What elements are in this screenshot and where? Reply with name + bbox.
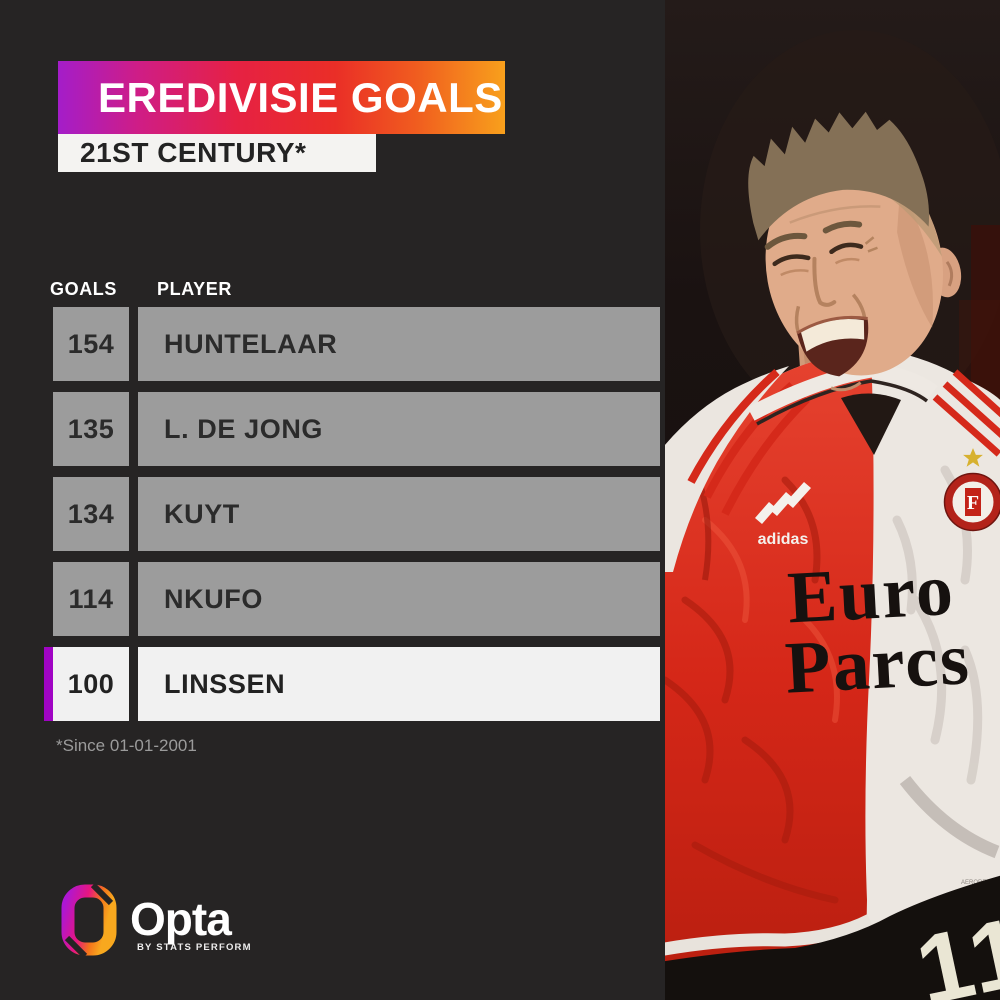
goals-cell: 135 (53, 392, 129, 466)
cell-gap (129, 647, 138, 721)
brand-name: Opta (130, 893, 232, 945)
adidas-label: adidas (758, 531, 809, 548)
star-icon (963, 448, 983, 467)
goals-cell: 154 (53, 307, 129, 381)
player-cell: L. DE JONG (138, 392, 660, 466)
adidas-logo-icon: adidas (755, 482, 811, 548)
table-row-highlighted: 100 LINSSEN (44, 647, 660, 721)
page-subtitle: 21ST CENTURY* (80, 137, 307, 168)
table-row: 154 HUNTELAAR (44, 307, 660, 381)
player-cell: KUYT (138, 477, 660, 551)
goals-cell: 100 (53, 647, 129, 721)
subtitle-banner: 21ST CENTURY* (58, 134, 376, 172)
table-row: 114 NKUFO (44, 562, 660, 636)
opta-logo-icon (61, 882, 117, 958)
jersey-red-half (659, 348, 874, 1000)
highlight-accent-bar (44, 307, 53, 381)
table-row: 135 L. DE JONG (44, 392, 660, 466)
highlight-accent-bar (44, 647, 53, 721)
table-row: 134 KUYT (44, 477, 660, 551)
cell-gap (129, 392, 138, 466)
player-photo: adidas F Euro Parcs AEROREADY 11 (657, 0, 1000, 1000)
shorts (659, 875, 1000, 1000)
brand-tagline: BY STATS PERFORM (137, 942, 252, 953)
title-banner: EREDIVISIE GOALS (58, 61, 505, 134)
player-cell: NKUFO (138, 562, 660, 636)
highlight-accent-bar (44, 392, 53, 466)
player-head (748, 111, 962, 392)
goals-cell: 134 (53, 477, 129, 551)
player-photo-illustration: adidas F Euro Parcs AEROREADY 11 (657, 0, 1000, 1000)
crest-letter: F (967, 492, 979, 514)
column-header-player: PLAYER (157, 279, 232, 299)
opta-logo: Opta BY STATS PERFORM (60, 882, 320, 972)
stats-table: 154 HUNTELAAR 135 L. DE JONG 134 KUYT 11… (44, 307, 660, 732)
footnote: *Since 01-01-2001 (56, 736, 197, 755)
sponsor-line-1: Euro (786, 549, 957, 640)
player-cell: LINSSEN (138, 647, 660, 721)
shoulder-stripes-right (932, 369, 1000, 457)
highlight-accent-bar (44, 562, 53, 636)
feyenoord-crest-icon: F (943, 448, 1000, 532)
cell-gap (129, 307, 138, 381)
page-title: EREDIVISIE GOALS (98, 73, 503, 121)
sponsor-line-2: Parcs (783, 618, 972, 710)
column-header-goals: GOALS (50, 279, 118, 299)
cell-gap (129, 477, 138, 551)
cell-gap (129, 562, 138, 636)
goals-cell: 114 (53, 562, 129, 636)
player-cell: HUNTELAAR (138, 307, 660, 381)
sponsor-text: Euro Parcs (783, 549, 972, 710)
highlight-accent-bar (44, 477, 53, 551)
